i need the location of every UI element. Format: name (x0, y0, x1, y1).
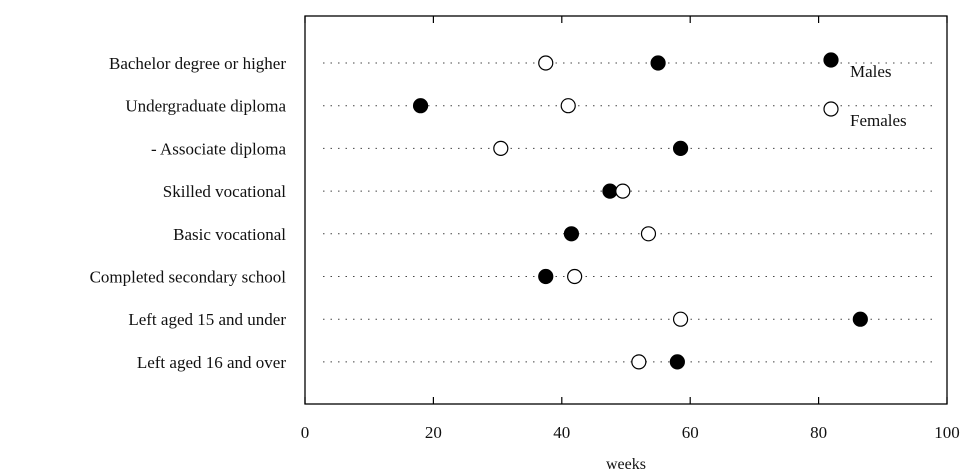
males-point-basic-vocational (563, 226, 580, 242)
males-point-associate-diploma (672, 140, 689, 156)
category-labels: Bachelor degree or higher Undergraduate d… (90, 54, 287, 372)
category-label-left-aged-15-and-under: Left aged 15 and under (128, 310, 286, 329)
category-label-undergraduate-diploma: Undergraduate diploma (125, 97, 286, 116)
category-label-skilled-vocational: Skilled vocational (163, 182, 287, 201)
females-point-completed-secondary-school (567, 268, 583, 285)
males-point-skilled-vocational (602, 183, 618, 199)
males-point-left-aged-16-and-over (669, 354, 685, 370)
category-label-bachelor-degree-or-higher: Bachelor degree or higher (109, 54, 286, 73)
x-axis-label: weeks (606, 456, 646, 473)
plot-area-border (304, 15, 948, 405)
category-label-completed-secondary-school: Completed secondary school (90, 268, 287, 287)
legend-males-marker (823, 52, 839, 68)
x-tick-label-60: 60 (682, 423, 699, 442)
females-point-left-aged-16-and-over (631, 354, 647, 370)
females-point-associate-diploma (493, 140, 509, 156)
legend-males-label: Males (850, 62, 892, 81)
males-point-bachelor-degree-or-higher (650, 55, 666, 71)
category-label-left-aged-16-and-over: Left aged 16 and over (137, 353, 286, 372)
category-label-associate-diploma: - Associate diploma (151, 139, 286, 158)
legend-females-label: Females (850, 111, 907, 130)
x-axis-ticks: 0 20 40 60 80 100 (301, 16, 960, 442)
x-tick-label-20: 20 (425, 423, 442, 442)
males-point-completed-secondary-school (538, 268, 554, 285)
x-tick-label-0: 0 (301, 423, 310, 442)
plot-frame (304, 15, 948, 405)
x-tick-label-100: 100 (934, 423, 960, 442)
males-point-left-aged-15-and-under (852, 311, 868, 327)
females-point-undergraduate-diploma (560, 98, 576, 114)
category-label-basic-vocational: Basic vocational (173, 225, 286, 244)
x-tick-label-40: 40 (553, 423, 570, 442)
x-tick-label-80: 80 (810, 423, 827, 442)
males-point-undergraduate-diploma (412, 98, 429, 114)
females-point-basic-vocational (640, 226, 657, 242)
females-point-skilled-vocational (615, 183, 631, 199)
legend-females-marker (823, 101, 839, 117)
data-markers (412, 55, 868, 370)
females-point-left-aged-15-and-under (672, 311, 689, 327)
legend: Males Females (823, 52, 907, 130)
females-point-bachelor-degree-or-higher (538, 55, 554, 71)
